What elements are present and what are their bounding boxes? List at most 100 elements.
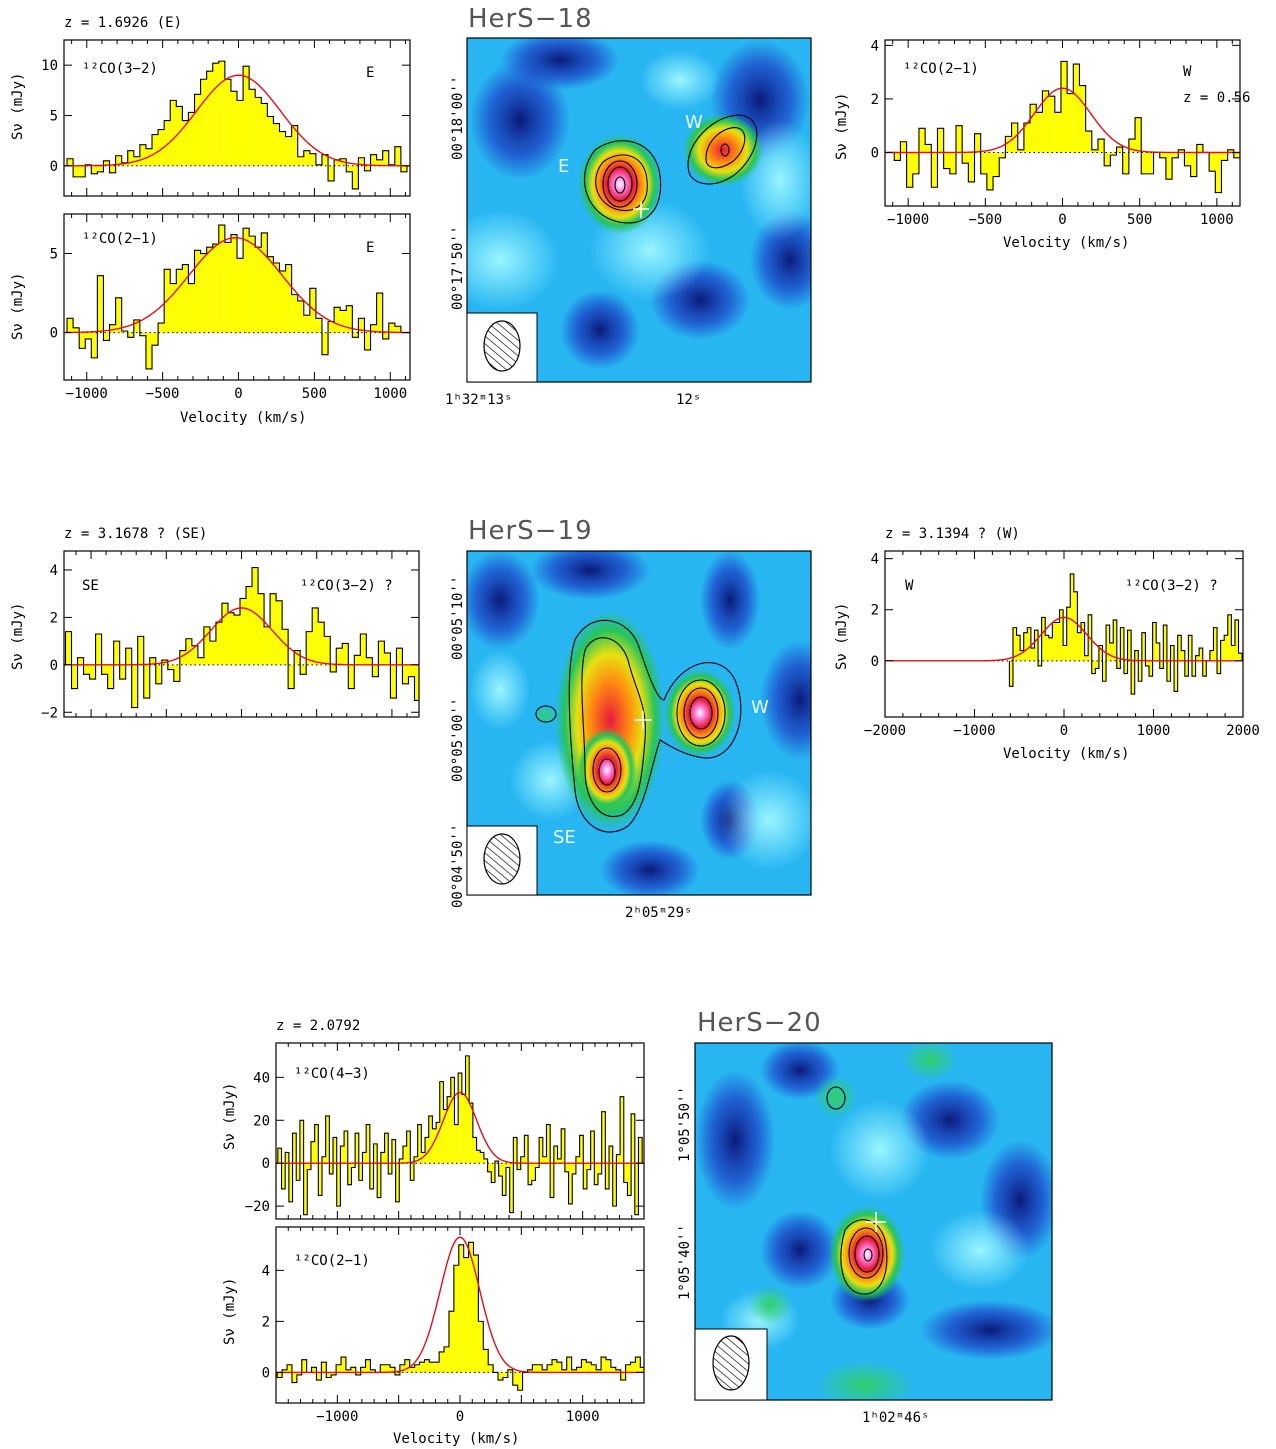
component-redshift: z = 0.56 <box>1183 90 1250 106</box>
spectrum-bin <box>568 1163 573 1204</box>
y-tick-label: 4 <box>50 563 58 579</box>
spectrum-bin <box>1221 152 1228 161</box>
y-tick-label: 10 <box>41 58 58 74</box>
spectrum-bin <box>352 165 359 189</box>
spectrum-bin <box>406 1131 411 1164</box>
y-axis-label: Sν (mJy) <box>10 603 26 670</box>
spectrum-bin <box>345 1369 351 1373</box>
spectrum-bin <box>1009 660 1013 687</box>
x-tick-label: −1000 <box>66 386 108 402</box>
spectrum-bin <box>502 1163 506 1196</box>
spectrum-bin <box>1023 632 1028 661</box>
y-tick-label: −20 <box>245 1199 270 1215</box>
spectrum-bin <box>326 1372 332 1378</box>
spectrum-bin <box>623 1163 628 1183</box>
spectrum-bin <box>1012 627 1017 661</box>
spectrum-bin <box>547 1364 552 1373</box>
gaussian-fit <box>885 87 1240 154</box>
spectrum-bin <box>956 125 963 153</box>
spectrum-bin <box>346 165 353 172</box>
dec-tick-label: 00°05'00'' <box>450 698 466 782</box>
map-frame <box>694 1042 1053 1401</box>
map-frame <box>466 37 812 383</box>
spectrum-bin <box>447 1096 451 1164</box>
spectrum-bin <box>615 1369 621 1373</box>
spectrum-panel: 0 5 10 <box>41 39 411 197</box>
spectrum-bin <box>498 1163 503 1177</box>
spectrum-bin <box>103 160 110 166</box>
map-title: HerS−19 <box>468 516 593 546</box>
spectrum-bin <box>453 1265 459 1373</box>
source-label-se: SE <box>553 827 576 848</box>
spectrum-histogram <box>277 1055 643 1216</box>
x-tick-label: −2000 <box>864 723 906 739</box>
spectrum-bin <box>1134 650 1139 661</box>
spectrum-bin <box>1122 152 1129 174</box>
spectrum-line-label: ¹²CO(2−1) <box>82 231 158 247</box>
spectrum-bin <box>109 165 116 173</box>
spectrum-bin <box>498 1372 503 1381</box>
spectrum-panel: 0 5 −1000 −500 0 500 1000 <box>50 213 411 402</box>
spectrum-bin <box>1081 622 1085 661</box>
spectrum-bin <box>79 165 86 177</box>
spectrum-bin <box>365 1359 371 1373</box>
spectrum-bin <box>121 162 128 166</box>
spectrum-bin <box>89 664 96 680</box>
spectrum-bin <box>376 293 383 333</box>
spectrum-bin <box>330 664 337 672</box>
spectrum-bin <box>315 318 322 333</box>
spectrum-bin <box>131 664 138 708</box>
spectrum-bin <box>200 253 207 333</box>
spectrum-bin <box>297 300 304 333</box>
spectrum-bin <box>1159 660 1164 669</box>
spectrum-bin <box>103 332 110 341</box>
spectrum-histogram <box>1008 573 1243 695</box>
spectrum-bin <box>605 1359 611 1373</box>
spectrum-bin <box>1213 627 1218 661</box>
spectrum-bin <box>218 225 225 333</box>
spectrum-bin <box>394 326 401 333</box>
hers19-block: z = 3.1678 ? (SE) −2 0 2 4 SE ¹²CO(3−2) ? S… <box>10 516 1260 921</box>
spectrum-bin <box>206 247 213 333</box>
spectrum-bin <box>425 1137 429 1164</box>
chart-plot-area <box>64 224 410 370</box>
spectrum-bin <box>73 165 80 177</box>
spectrum-bin <box>424 1359 430 1373</box>
spectrum-bin <box>292 1133 297 1164</box>
spectrum-bin <box>115 297 122 333</box>
spectrum-bin <box>1188 635 1192 661</box>
x-tick-label: 0 <box>1058 212 1066 228</box>
spectrum-panel: 0 2 4 −2000 −1000 0 1000 2000 <box>864 550 1260 739</box>
spectrum-bin <box>188 283 195 333</box>
component-label: W <box>905 578 914 594</box>
spectrum-redshift: z = 3.1678 ? (SE) <box>64 526 207 542</box>
spectrum-bin <box>937 128 944 153</box>
spectrum-bin <box>1127 630 1132 661</box>
x-tick-label: 1000 <box>373 386 407 402</box>
spectrum-bin <box>143 664 150 699</box>
spectrum-bin <box>625 1364 631 1373</box>
spectrum-histogram <box>276 1241 644 1391</box>
spectrum-bin <box>524 1135 529 1164</box>
ra-tick-label: 1ʰ32ᵐ13ˢ <box>445 392 512 408</box>
spectrum-panel: −20 0 20 40 <box>245 1042 645 1220</box>
spectrum-bin <box>414 1156 418 1164</box>
spectrum-bin <box>191 645 198 665</box>
spectrum-bin <box>552 1359 557 1373</box>
spectrum-bin <box>487 1163 492 1172</box>
spectrum-bin <box>444 1346 449 1373</box>
spectrum-bin <box>1184 660 1189 677</box>
spectrum-bin <box>396 648 403 665</box>
spectrum-bin <box>949 152 956 174</box>
spectrum-bin <box>321 154 329 166</box>
dec-tick-label: 1°05'50'' <box>677 1086 693 1162</box>
spectrum-bin <box>316 1372 322 1381</box>
spectrum-line-label: ¹²CO(3−2) ? <box>300 578 393 594</box>
spectrum-bin <box>638 1137 643 1164</box>
spectrum-bin <box>333 1137 337 1164</box>
spectrum-bin <box>1048 96 1055 153</box>
spectrum-bin <box>586 1362 592 1373</box>
spectrum-bin <box>1060 61 1068 153</box>
spectrum-bin <box>239 598 247 665</box>
y-tick-label: 0 <box>50 159 58 175</box>
